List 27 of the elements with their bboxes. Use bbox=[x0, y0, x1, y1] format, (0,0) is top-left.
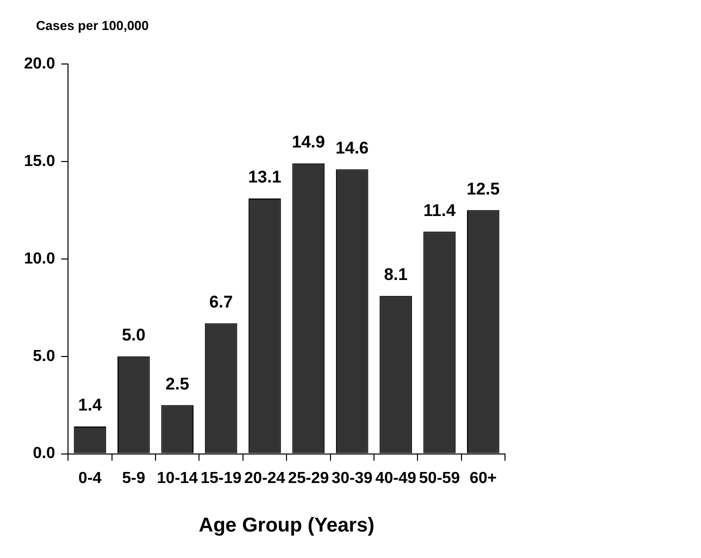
data-label: 1.4 bbox=[78, 396, 102, 415]
y-tick-label: 20.0 bbox=[24, 55, 56, 72]
data-label: 11.4 bbox=[423, 200, 456, 220]
x-tick-label: 10-14 bbox=[156, 470, 198, 487]
y-tick-label: 15.0 bbox=[24, 152, 56, 170]
x-tick-label: 25-29 bbox=[288, 470, 329, 487]
data-label: 14.9 bbox=[292, 132, 325, 152]
x-tick-label: 5-9 bbox=[122, 470, 146, 487]
y-tick-label: 5.0 bbox=[32, 348, 56, 365]
data-label: 14.6 bbox=[336, 138, 369, 158]
y-tick-label: 0.0 bbox=[32, 445, 56, 462]
y-axis-title: Cases per 100,000 bbox=[36, 18, 149, 33]
data-label: 5.0 bbox=[122, 326, 146, 345]
x-tick-label: 0-4 bbox=[78, 470, 102, 487]
data-label: 2.5 bbox=[166, 374, 190, 394]
x-axis-title: Age Group (Years) bbox=[198, 514, 374, 537]
x-tick-label: 50-59 bbox=[419, 470, 460, 487]
y-tick-label: 10.0 bbox=[24, 250, 56, 268]
x-tick-label: 15-19 bbox=[200, 470, 242, 487]
x-tick-label: 40-49 bbox=[375, 470, 416, 487]
data-label: 6.7 bbox=[209, 292, 233, 312]
data-label: 13.1 bbox=[248, 168, 282, 187]
data-label: 12.5 bbox=[466, 179, 500, 198]
x-tick-label: 60+ bbox=[470, 470, 497, 487]
data-label: 8.1 bbox=[384, 265, 408, 284]
x-tick-label: 30-39 bbox=[332, 470, 373, 487]
x-tick-label: 20-24 bbox=[244, 470, 286, 487]
